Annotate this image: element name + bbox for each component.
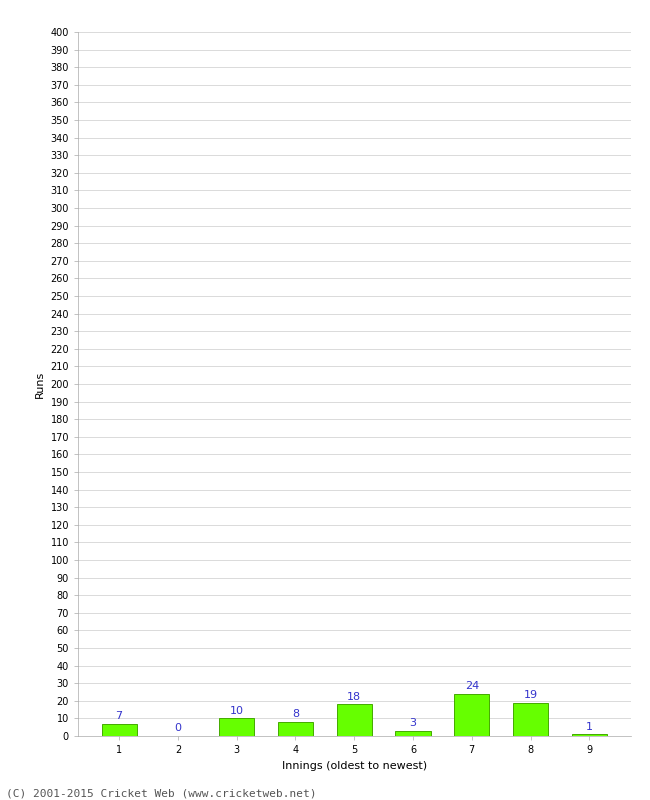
Text: (C) 2001-2015 Cricket Web (www.cricketweb.net): (C) 2001-2015 Cricket Web (www.cricketwe… (6, 789, 317, 798)
Text: 3: 3 (410, 718, 417, 728)
Text: 10: 10 (229, 706, 244, 716)
Text: 0: 0 (174, 723, 181, 734)
Bar (454, 694, 489, 736)
Bar (572, 734, 607, 736)
Text: 19: 19 (523, 690, 538, 700)
Bar (395, 730, 431, 736)
Y-axis label: Runs: Runs (35, 370, 45, 398)
X-axis label: Innings (oldest to newest): Innings (oldest to newest) (281, 761, 427, 770)
Bar (101, 724, 136, 736)
Bar (513, 702, 548, 736)
Text: 8: 8 (292, 710, 299, 719)
Bar (278, 722, 313, 736)
Text: 24: 24 (465, 681, 479, 691)
Text: 1: 1 (586, 722, 593, 731)
Text: 7: 7 (116, 711, 123, 721)
Text: 18: 18 (347, 692, 361, 702)
Bar (337, 704, 372, 736)
Bar (219, 718, 254, 736)
